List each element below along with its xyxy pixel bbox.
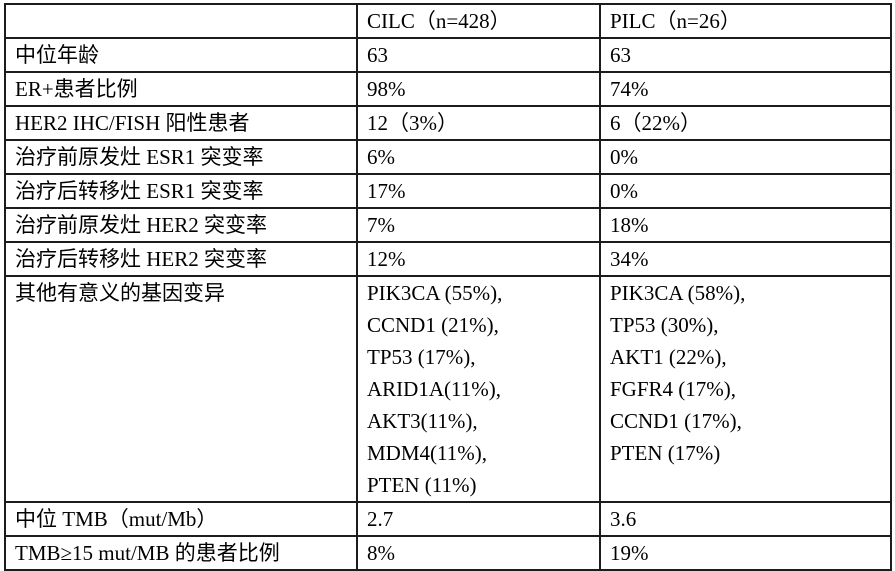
table-row-pre-esr1: 治疗前原发灶 ESR1 突变率 6% 0% xyxy=(4,139,892,175)
comparison-table: CILC（n=428） PILC（n=26） 中位年龄 63 63 ER+患者比… xyxy=(4,3,892,571)
cell-cilc: 98% xyxy=(356,71,601,107)
cell-pilc: 3.6 xyxy=(599,501,892,537)
cell-pilc: 0% xyxy=(599,173,892,209)
row-label: 中位 TMB（mut/Mb） xyxy=(4,501,358,537)
cell-cilc: PIK3CA (55%), CCND1 (21%), TP53 (17%), A… xyxy=(356,275,601,503)
cell-cilc: 6% xyxy=(356,139,601,175)
row-label: 治疗前原发灶 HER2 突变率 xyxy=(4,207,358,243)
cell-cilc: 17% xyxy=(356,173,601,209)
cell-pilc: 63 xyxy=(599,37,892,73)
cell-cilc: 2.7 xyxy=(356,501,601,537)
row-label: ER+患者比例 xyxy=(4,71,358,107)
cell-cilc: 63 xyxy=(356,37,601,73)
table-row-her2-ihc-fish: HER2 IHC/FISH 阳性患者 12（3%） 6（22%） xyxy=(4,105,892,141)
cell-pilc: 74% xyxy=(599,71,892,107)
cell-pilc: 0% xyxy=(599,139,892,175)
cell-pilc: 18% xyxy=(599,207,892,243)
row-label: 治疗后转移灶 HER2 突变率 xyxy=(4,241,358,277)
row-label: 治疗前原发灶 ESR1 突变率 xyxy=(4,139,358,175)
table-row-median-age: 中位年龄 63 63 xyxy=(4,37,892,73)
row-label: 其他有意义的基因变异 xyxy=(4,275,358,503)
header-cell-empty xyxy=(4,3,358,39)
table-row-tmb-ge-15: TMB≥15 mut/MB 的患者比例 8% 19% xyxy=(4,535,892,571)
header-cell-cilc: CILC（n=428） xyxy=(356,3,601,39)
cell-pilc: 19% xyxy=(599,535,892,571)
cell-pilc: PIK3CA (58%), TP53 (30%), AKT1 (22%), FG… xyxy=(599,275,892,503)
row-label: HER2 IHC/FISH 阳性患者 xyxy=(4,105,358,141)
cell-cilc: 12（3%） xyxy=(356,105,601,141)
row-label: 中位年龄 xyxy=(4,37,358,73)
row-label: TMB≥15 mut/MB 的患者比例 xyxy=(4,535,358,571)
cell-pilc: 34% xyxy=(599,241,892,277)
cell-cilc: 7% xyxy=(356,207,601,243)
table-row-pre-her2: 治疗前原发灶 HER2 突变率 7% 18% xyxy=(4,207,892,243)
table-row-post-esr1: 治疗后转移灶 ESR1 突变率 17% 0% xyxy=(4,173,892,209)
table-row-other-gene-variants: 其他有意义的基因变异 PIK3CA (55%), CCND1 (21%), TP… xyxy=(4,275,892,503)
table-row-post-her2: 治疗后转移灶 HER2 突变率 12% 34% xyxy=(4,241,892,277)
header-row: CILC（n=428） PILC（n=26） xyxy=(4,3,892,39)
cell-pilc: 6（22%） xyxy=(599,105,892,141)
cell-cilc: 12% xyxy=(356,241,601,277)
row-label: 治疗后转移灶 ESR1 突变率 xyxy=(4,173,358,209)
header-cell-pilc: PILC（n=26） xyxy=(599,3,892,39)
cell-cilc: 8% xyxy=(356,535,601,571)
table-row-er-positive: ER+患者比例 98% 74% xyxy=(4,71,892,107)
table-row-median-tmb: 中位 TMB（mut/Mb） 2.7 3.6 xyxy=(4,501,892,537)
